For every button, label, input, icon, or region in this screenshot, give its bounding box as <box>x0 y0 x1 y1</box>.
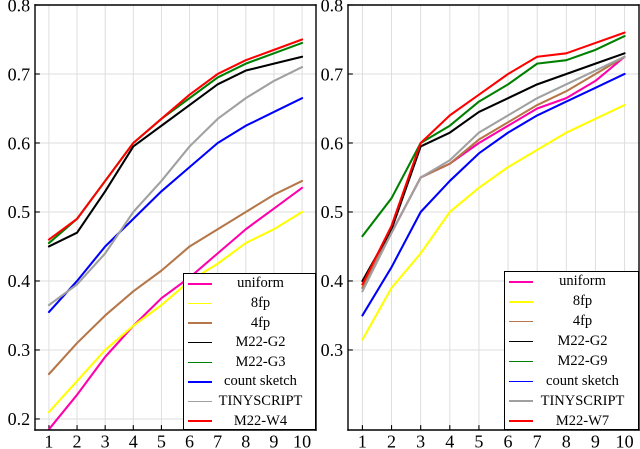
svg-text:10: 10 <box>293 431 311 449</box>
svg-text:2: 2 <box>73 431 82 449</box>
svg-text:7: 7 <box>533 431 542 449</box>
svg-text:9: 9 <box>269 431 278 449</box>
svg-text:5: 5 <box>157 431 166 449</box>
svg-text:3: 3 <box>416 431 425 449</box>
svg-text:0.3: 0.3 <box>321 340 344 360</box>
svg-text:3: 3 <box>101 431 110 449</box>
svg-text:5: 5 <box>474 431 483 449</box>
svg-text:8: 8 <box>241 431 250 449</box>
svg-text:6: 6 <box>185 431 194 449</box>
svg-text:4: 4 <box>445 431 454 449</box>
svg-text:4: 4 <box>129 431 138 449</box>
svg-text:0.3: 0.3 <box>8 340 31 360</box>
svg-text:6: 6 <box>504 431 513 449</box>
svg-text:0.8: 0.8 <box>321 0 344 15</box>
svg-text:1: 1 <box>44 431 53 449</box>
svg-text:2: 2 <box>387 431 396 449</box>
svg-text:9: 9 <box>591 431 600 449</box>
svg-text:0.7: 0.7 <box>321 64 344 84</box>
svg-text:8: 8 <box>562 431 571 449</box>
svg-text:10: 10 <box>616 431 634 449</box>
svg-text:0.2: 0.2 <box>8 409 31 429</box>
svg-text:0.6: 0.6 <box>8 133 31 153</box>
svg-text:0.5: 0.5 <box>8 202 31 222</box>
svg-text:0.4: 0.4 <box>8 271 31 291</box>
svg-text:0.6: 0.6 <box>321 133 344 153</box>
svg-text:7: 7 <box>213 431 222 449</box>
svg-text:0.4: 0.4 <box>321 271 344 291</box>
svg-text:0.8: 0.8 <box>8 0 31 15</box>
svg-text:1: 1 <box>358 431 367 449</box>
svg-text:0.7: 0.7 <box>8 64 31 84</box>
svg-text:0.5: 0.5 <box>321 202 344 222</box>
